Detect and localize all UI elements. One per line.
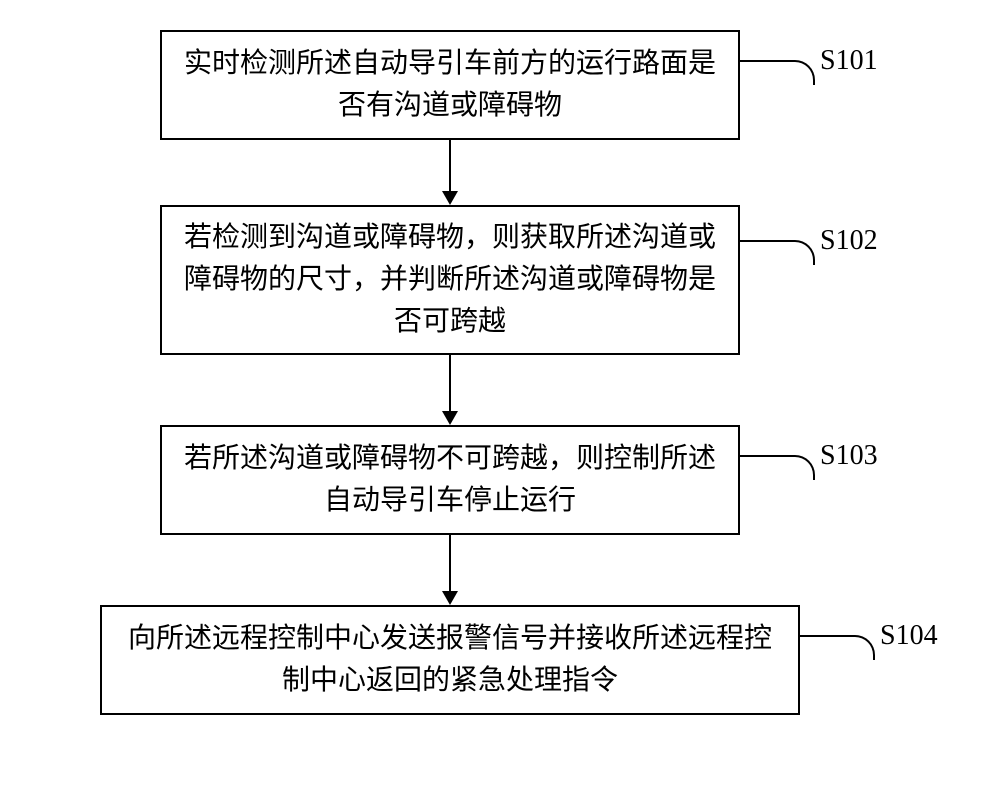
flow-node-text: 实时检测所述自动导引车前方的运行路面是否有沟道或障碍物 bbox=[182, 43, 718, 127]
arrow-line bbox=[449, 140, 451, 191]
step-label-s104: S104 bbox=[880, 620, 938, 652]
flow-node-s103: 若所述沟道或障碍物不可跨越，则控制所述自动导引车停止运行 bbox=[160, 425, 740, 535]
flow-node-s104: 向所述远程控制中心发送报警信号并接收所述远程控制中心返回的紧急处理指令 bbox=[100, 605, 800, 715]
flow-node-text: 向所述远程控制中心发送报警信号并接收所述远程控制中心返回的紧急处理指令 bbox=[122, 618, 778, 702]
flow-node-text: 若所述沟道或障碍物不可跨越，则控制所述自动导引车停止运行 bbox=[182, 438, 718, 522]
flow-node-text: 若检测到沟道或障碍物，则获取所述沟道或障碍物的尺寸，并判断所述沟道或障碍物是否可… bbox=[182, 217, 718, 343]
step-label-s103: S103 bbox=[820, 440, 878, 472]
step-label-s102: S102 bbox=[820, 225, 878, 257]
label-connector bbox=[800, 635, 875, 660]
label-connector bbox=[740, 60, 815, 85]
arrow-head bbox=[442, 411, 458, 425]
label-connector bbox=[740, 455, 815, 480]
step-label-s101: S101 bbox=[820, 45, 878, 77]
flow-node-s101: 实时检测所述自动导引车前方的运行路面是否有沟道或障碍物 bbox=[160, 30, 740, 140]
arrow-head bbox=[442, 591, 458, 605]
arrow-head bbox=[442, 191, 458, 205]
arrow-line bbox=[449, 535, 451, 591]
flow-node-s102: 若检测到沟道或障碍物，则获取所述沟道或障碍物的尺寸，并判断所述沟道或障碍物是否可… bbox=[160, 205, 740, 355]
arrow-line bbox=[449, 355, 451, 411]
label-connector bbox=[740, 240, 815, 265]
